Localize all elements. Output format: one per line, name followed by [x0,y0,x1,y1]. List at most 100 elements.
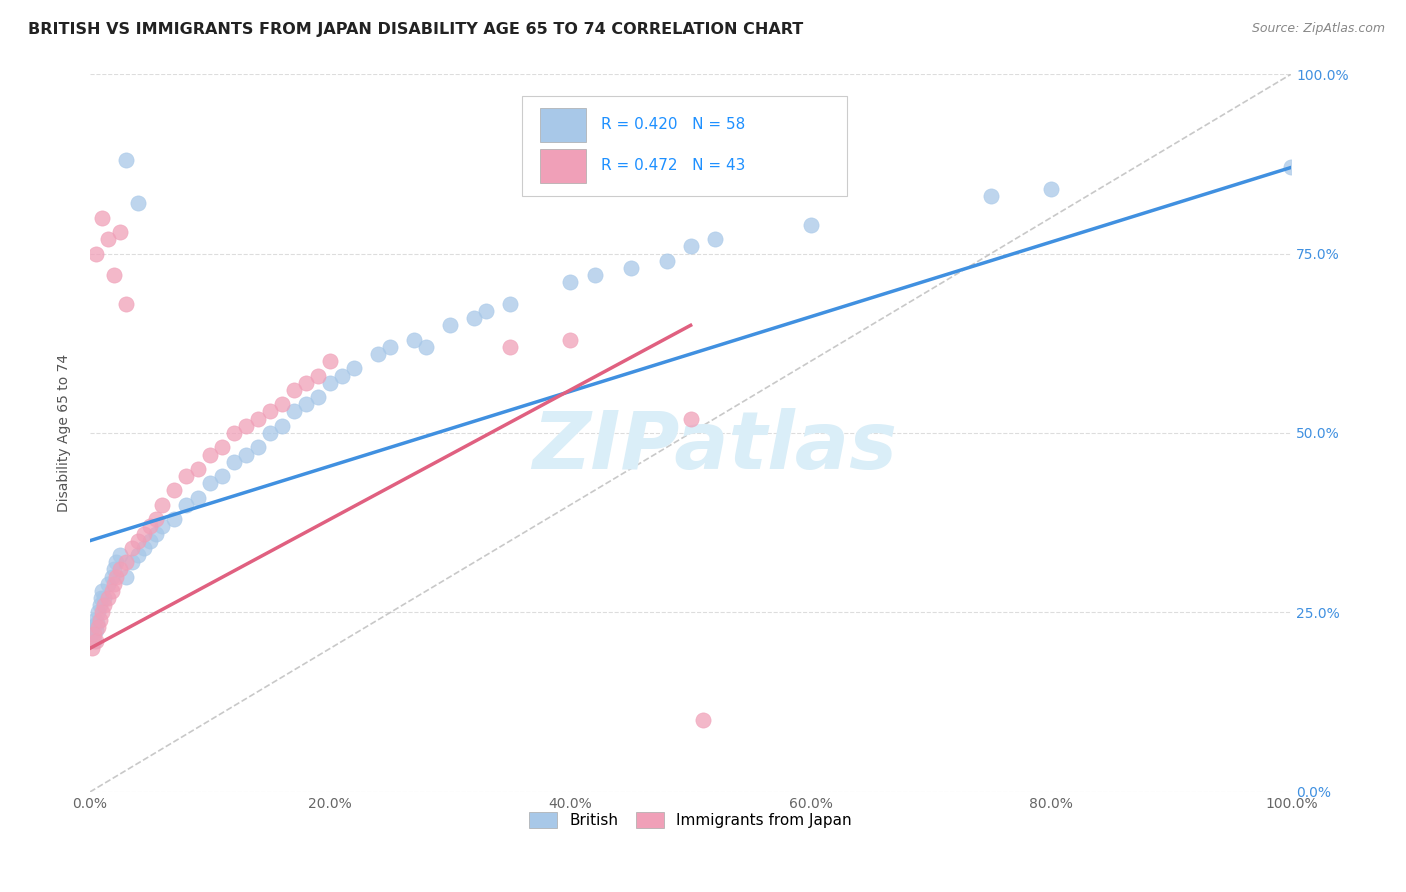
Point [319,354,342,368]
Point [222,455,245,469]
Point [108,548,131,562]
Point [82,620,104,634]
Point [415,340,437,354]
Point [655,253,678,268]
Point [145,512,167,526]
Point [108,225,131,239]
Point [132,541,155,555]
Point [259,404,281,418]
Point [89,599,111,613]
Point [259,425,281,440]
Point [84,624,107,638]
Point [211,469,233,483]
Point [132,526,155,541]
Point [343,361,366,376]
Point [235,448,257,462]
Point [121,555,143,569]
Point [187,491,209,505]
Point [980,189,1002,203]
Point [83,613,105,627]
Point [115,569,138,583]
Bar [540,108,586,142]
Point [247,411,270,425]
Point [97,232,120,246]
Point [319,376,342,390]
Point [235,418,257,433]
Bar [540,149,586,183]
Point [271,397,294,411]
Point [679,239,702,253]
Point [100,583,122,598]
Point [100,569,122,583]
Point [93,591,115,606]
Point [105,555,128,569]
Point [145,526,167,541]
Point [150,519,173,533]
Point [295,376,318,390]
Point [150,498,173,512]
Point [84,246,107,260]
Point [83,634,105,648]
Point [499,297,522,311]
Point [1040,182,1063,196]
Point [103,268,125,282]
Point [115,297,138,311]
Point [330,368,353,383]
Point [247,441,270,455]
Text: ZIPatlas: ZIPatlas [531,409,897,486]
Point [187,462,209,476]
Point [174,498,197,512]
Point [115,153,138,168]
FancyBboxPatch shape [523,95,846,196]
Point [80,627,103,641]
Point [307,390,329,404]
Point [1279,161,1302,175]
Point [87,606,110,620]
Y-axis label: Disability Age 65 to 74: Disability Age 65 to 74 [58,354,72,512]
Point [307,368,329,383]
Text: BRITISH VS IMMIGRANTS FROM JAPAN DISABILITY AGE 65 TO 74 CORRELATION CHART: BRITISH VS IMMIGRANTS FROM JAPAN DISABIL… [28,22,803,37]
Point [560,333,582,347]
Point [475,304,498,318]
Point [367,347,389,361]
Point [108,562,131,576]
Point [97,576,120,591]
Point [271,418,294,433]
Point [619,260,641,275]
Point [583,268,606,282]
Point [89,613,111,627]
Point [163,512,186,526]
Point [692,713,714,727]
Point [499,340,522,354]
Point [90,591,112,606]
Point [222,425,245,440]
Point [86,616,108,631]
Point [83,627,105,641]
Point [139,519,162,533]
Point [115,555,138,569]
Point [93,599,115,613]
Point [295,397,318,411]
Point [105,569,128,583]
Point [91,583,114,598]
Point [679,411,702,425]
Point [82,641,104,656]
Point [87,620,110,634]
Point [91,606,114,620]
Point [463,311,485,326]
Point [174,469,197,483]
Point [127,533,149,548]
Point [103,576,125,591]
Point [380,340,402,354]
Point [283,404,305,418]
Point [198,448,221,462]
Point [211,441,233,455]
Point [97,591,120,606]
Point [139,533,162,548]
Text: Source: ZipAtlas.com: Source: ZipAtlas.com [1251,22,1385,36]
Point [283,383,305,397]
Point [404,333,426,347]
Point [560,275,582,289]
Legend: British, Immigrants from Japan: British, Immigrants from Japan [523,806,858,835]
Point [163,483,186,498]
